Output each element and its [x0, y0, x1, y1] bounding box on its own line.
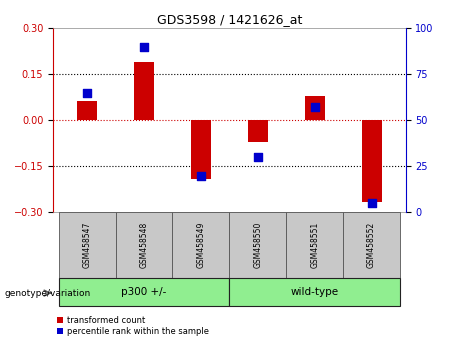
Point: [83, 90, 91, 96]
Text: GSM458548: GSM458548: [140, 222, 148, 268]
Point: [311, 105, 319, 110]
Text: GSM458549: GSM458549: [196, 222, 206, 268]
Point: [140, 44, 148, 50]
Text: GSM458550: GSM458550: [253, 222, 262, 268]
Bar: [361, 120, 382, 202]
Bar: [77, 101, 97, 120]
Bar: [59, 278, 230, 306]
Text: p300 +/-: p300 +/-: [121, 287, 167, 297]
Bar: [248, 120, 268, 142]
Bar: [59, 212, 116, 278]
Point: [197, 173, 205, 178]
Bar: [116, 212, 172, 278]
Text: genotype/variation: genotype/variation: [5, 289, 91, 298]
Point: [254, 154, 261, 160]
Point: [368, 200, 375, 206]
Bar: [230, 212, 286, 278]
Bar: [343, 212, 400, 278]
Text: wild-type: wild-type: [290, 287, 339, 297]
Bar: [230, 278, 400, 306]
Text: GSM458551: GSM458551: [310, 222, 319, 268]
Legend: transformed count, percentile rank within the sample: transformed count, percentile rank withi…: [57, 316, 209, 336]
Bar: [286, 212, 343, 278]
Text: GSM458547: GSM458547: [83, 222, 92, 268]
Bar: [305, 96, 325, 120]
Title: GDS3598 / 1421626_at: GDS3598 / 1421626_at: [157, 13, 302, 26]
Bar: [134, 62, 154, 120]
Bar: [191, 120, 211, 179]
Text: GSM458552: GSM458552: [367, 222, 376, 268]
Bar: [172, 212, 230, 278]
